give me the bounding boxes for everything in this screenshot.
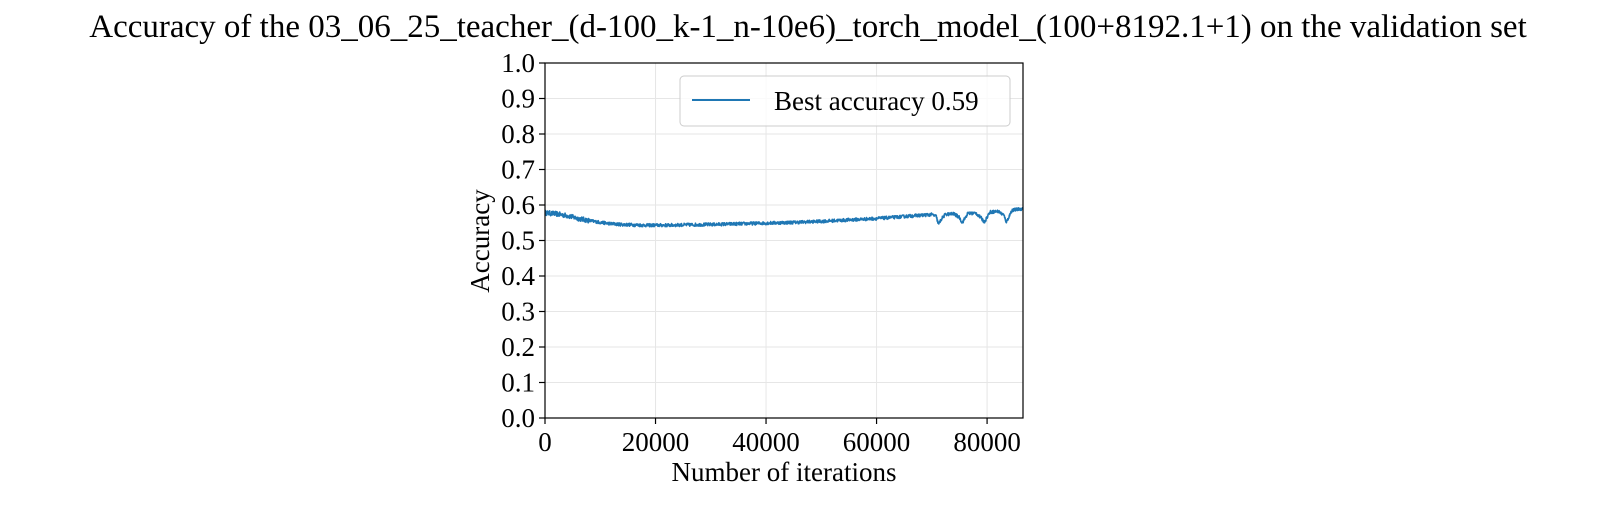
y-tick-label: 0.9: [501, 84, 535, 114]
y-tick-label: 0.5: [501, 226, 535, 256]
legend-label: Best accuracy 0.59: [774, 86, 979, 116]
x-tick-label: 0: [538, 427, 552, 457]
y-tick-label: 0.4: [501, 261, 535, 291]
legend: Best accuracy 0.59: [679, 75, 1011, 127]
y-tick-label: 1.0: [501, 48, 535, 78]
y-tick-label: 0.2: [501, 332, 535, 362]
y-tick-label: 0.0: [501, 403, 535, 433]
axis-ticks: 0.0 0.1 0.2 0.3 0.4 0.5 0.6 0.7 0.8 0.9 1.0 0 20000 4…: [501, 48, 1021, 457]
x-axis-label: Number of iterations: [672, 457, 897, 487]
y-tick-label: 0.3: [501, 297, 535, 327]
y-tick-label: 0.1: [501, 368, 535, 398]
x-tick-label: 20000: [622, 427, 690, 457]
series-line: [545, 206, 1023, 228]
x-tick-label: 80000: [953, 427, 1021, 457]
y-tick-label: 0.6: [501, 190, 535, 220]
y-tick-label: 0.8: [501, 119, 535, 149]
x-tick-label: 60000: [843, 427, 911, 457]
chart-title: Accuracy of the 03_06_25_teacher_(d-100_…: [89, 9, 1526, 45]
x-tick-label: 40000: [732, 427, 800, 457]
series-layer: [545, 206, 1023, 228]
y-axis-label: Accuracy: [465, 189, 495, 293]
legend-box: [679, 75, 1011, 127]
y-tick-label: 0.7: [501, 155, 535, 185]
